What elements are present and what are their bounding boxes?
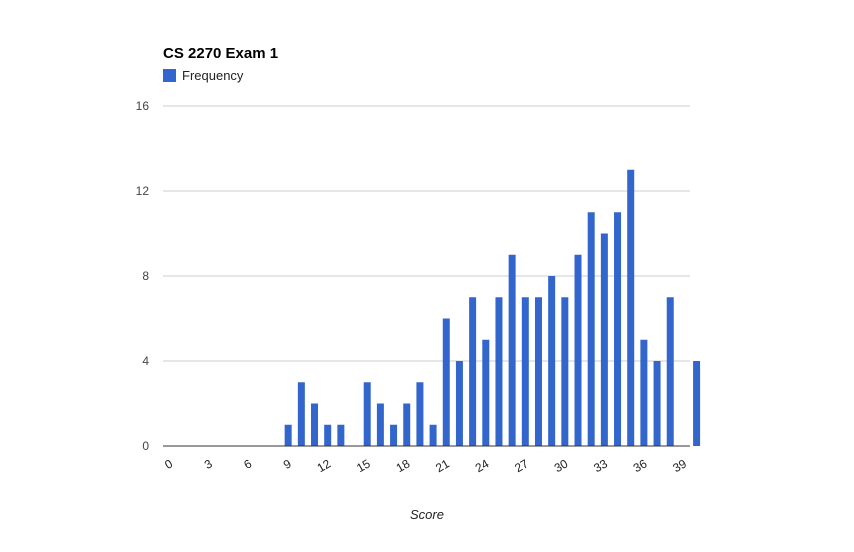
x-tick-label: 18 <box>394 456 413 475</box>
x-tick-label: 6 <box>241 456 254 472</box>
bar-score-33[interactable] <box>600 233 608 447</box>
x-tick-label: 27 <box>512 456 531 475</box>
y-tick-label: 8 <box>142 269 149 283</box>
bars <box>284 169 701 447</box>
legend-swatch-frequency <box>163 69 176 82</box>
x-axis-label: Score <box>410 507 444 522</box>
x-tick-label: 21 <box>433 456 452 475</box>
x-tick-label: 15 <box>354 456 373 475</box>
bar-score-22[interactable] <box>455 361 463 446</box>
bar-score-10[interactable] <box>297 382 305 446</box>
x-tick-label: 30 <box>552 456 571 475</box>
bar-score-28[interactable] <box>534 297 542 446</box>
bar-score-19[interactable] <box>416 382 424 446</box>
bar-score-25[interactable] <box>495 297 503 446</box>
gridlines <box>163 105 690 362</box>
x-tick-label: 9 <box>281 456 294 472</box>
chart-title: CS 2270 Exam 1 <box>163 45 278 62</box>
bar-score-15[interactable] <box>363 382 371 446</box>
bar-score-9[interactable] <box>284 424 292 446</box>
legend[interactable]: Frequency <box>163 68 244 83</box>
x-tick-label: 0 <box>162 456 175 472</box>
bar-score-21[interactable] <box>442 318 450 447</box>
bar-score-13[interactable] <box>337 424 345 446</box>
bar-score-16[interactable] <box>376 403 384 447</box>
bar-score-23[interactable] <box>469 297 477 446</box>
x-tick-label: 36 <box>631 456 650 475</box>
bar-score-40[interactable] <box>693 361 701 446</box>
x-axis-ticks: 0 3 6 9 12 15 18 21 24 27 30 33 36 39 <box>162 456 689 475</box>
bar-score-30[interactable] <box>561 297 569 446</box>
y-tick-label: 4 <box>142 354 149 368</box>
bar-score-18[interactable] <box>403 403 411 447</box>
bar-score-34[interactable] <box>614 212 622 446</box>
x-tick-label: 3 <box>202 456 215 472</box>
bar-score-20[interactable] <box>429 424 437 446</box>
bar-score-37[interactable] <box>653 361 661 446</box>
bar-score-31[interactable] <box>574 254 582 446</box>
bar-score-11[interactable] <box>311 403 319 447</box>
legend-label-frequency: Frequency <box>182 68 244 83</box>
bar-score-12[interactable] <box>324 424 332 446</box>
bar-score-36[interactable] <box>640 339 648 446</box>
x-tick-label: 33 <box>591 456 610 475</box>
y-axis-ticks: 0 4 8 12 16 <box>136 99 150 453</box>
bar-score-35[interactable] <box>627 169 635 446</box>
bar-score-27[interactable] <box>521 297 529 446</box>
x-tick-label: 12 <box>315 456 334 475</box>
bar-score-32[interactable] <box>587 212 595 446</box>
y-tick-label: 12 <box>136 184 150 198</box>
x-tick-label: 24 <box>473 456 492 475</box>
bar-score-24[interactable] <box>482 339 490 446</box>
bar-score-29[interactable] <box>548 276 556 446</box>
bar-score-17[interactable] <box>390 424 398 446</box>
bar-score-26[interactable] <box>508 254 516 446</box>
y-tick-label: 0 <box>142 439 149 453</box>
x-tick-label: 39 <box>670 456 689 475</box>
y-tick-label: 16 <box>136 99 150 113</box>
bar-score-38[interactable] <box>666 297 674 446</box>
